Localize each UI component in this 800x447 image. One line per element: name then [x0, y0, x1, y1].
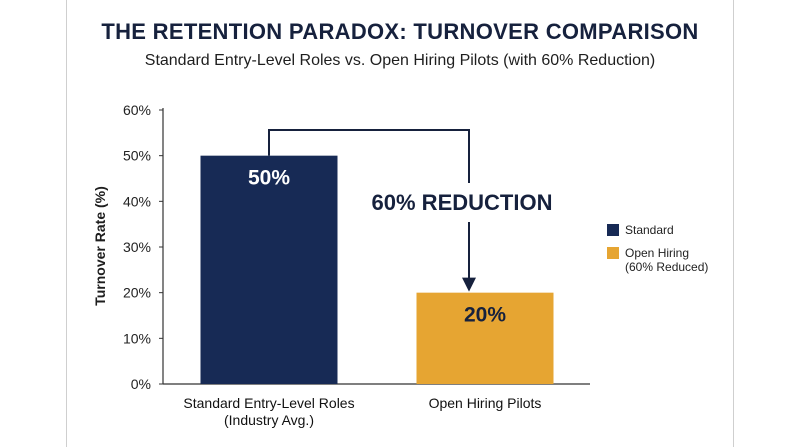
legend-swatch — [607, 224, 619, 236]
x-category-label: (Industry Avg.) — [224, 412, 314, 428]
y-tick-label: 50% — [123, 148, 151, 164]
legend-label: Open Hiring (60% Reduced) — [625, 246, 709, 274]
y-tick-label: 20% — [123, 285, 151, 301]
x-category-label: Open Hiring Pilots — [429, 395, 542, 411]
bar-data-label-0: 50% — [248, 167, 290, 190]
y-tick-label: 10% — [123, 330, 151, 346]
x-category-label: Standard Entry-Level Roles — [183, 395, 354, 411]
y-tick-label: 0% — [131, 376, 151, 392]
bar-0 — [200, 155, 338, 384]
chart-title: THE RETENTION PARADOX: TURNOVER COMPARIS… — [101, 19, 699, 44]
y-axis-label: Turnover Rate (%) — [92, 186, 108, 306]
frame-border-right — [733, 0, 734, 447]
bar-data-label-1: 20% — [464, 304, 506, 327]
chart-legend: Standard Open Hiring (60% Reduced) — [607, 223, 708, 283]
annotation-bracket — [268, 129, 470, 183]
annotation-arrowhead — [462, 277, 476, 292]
bar-1 — [416, 292, 554, 384]
legend-item: Standard — [607, 223, 708, 237]
chart-subtitle: Standard Entry-Level Roles vs. Open Hiri… — [144, 52, 656, 69]
y-tick-label: 40% — [123, 193, 151, 209]
y-tick-label: 30% — [123, 239, 151, 255]
legend-swatch — [607, 247, 619, 259]
legend-item: Open Hiring (60% Reduced) — [607, 246, 708, 274]
frame-border-left — [66, 0, 67, 447]
annotation-label: 60% REDUCTION — [372, 190, 553, 215]
y-tick-label: 60% — [123, 102, 151, 118]
legend-label: Standard — [625, 223, 674, 237]
